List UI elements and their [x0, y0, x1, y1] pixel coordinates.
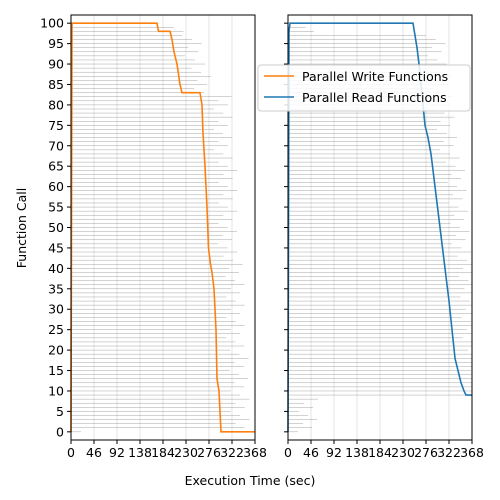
- legend-label-read: Parallel Read Functions: [302, 90, 447, 105]
- y-tick-label: 10: [48, 383, 64, 398]
- left-x-tick-label: 0: [67, 445, 75, 460]
- y-tick-label: 80: [48, 97, 64, 112]
- y-tick-label: 20: [48, 343, 64, 358]
- right-x-tick-label: 368: [460, 445, 484, 460]
- y-tick-label: 85: [48, 77, 64, 92]
- y-tick-label: 50: [48, 220, 64, 235]
- right-series-line: [287, 22, 472, 432]
- left-x-tick-label: 184: [151, 445, 175, 460]
- y-tick-label: 55: [48, 200, 64, 215]
- right-x-tick-label: 92: [326, 445, 342, 460]
- left-x-tick-label: 230: [174, 445, 198, 460]
- right-x-tick-label: 46: [303, 445, 319, 460]
- legend: Parallel Write Functions Parallel Read F…: [257, 64, 471, 112]
- right-x-tick-label: 230: [391, 445, 415, 460]
- left-x-tick-label: 92: [109, 445, 125, 460]
- left-series-line: [70, 22, 255, 433]
- left-x-tick-label: 276: [197, 445, 221, 460]
- y-tick-label: 0: [56, 424, 64, 439]
- x-axis-label: Execution Time (sec): [185, 473, 316, 488]
- left-x-tick-label: 322: [220, 445, 244, 460]
- left-x-tick-label: 138: [128, 445, 152, 460]
- right-x-tick-label: 276: [414, 445, 438, 460]
- y-tick-label: 40: [48, 261, 64, 276]
- right-x-tick-label: 0: [284, 445, 292, 460]
- y-tick-label: 45: [48, 240, 64, 255]
- left-x-tick-label: 368: [243, 445, 267, 460]
- y-tick-label: 15: [48, 363, 64, 378]
- legend-label-write: Parallel Write Functions: [302, 69, 448, 84]
- y-tick-label: 25: [48, 322, 64, 337]
- y-tick-label: 30: [48, 302, 64, 317]
- legend-frame: [257, 64, 471, 112]
- right-x-tick-label: 138: [345, 445, 369, 460]
- y-tick-label: 100: [40, 16, 64, 31]
- y-tick-label: 70: [48, 138, 64, 153]
- y-tick-label: 60: [48, 179, 64, 194]
- right-x-tick-label: 322: [437, 445, 461, 460]
- y-tick-label: 5: [56, 404, 64, 419]
- left-x-tick-label: 46: [86, 445, 102, 460]
- right-x-tick-label: 184: [368, 445, 392, 460]
- y-tick-label: 35: [48, 281, 64, 296]
- y-tick-label: 90: [48, 57, 64, 72]
- y-tick-label: 95: [48, 36, 64, 51]
- y-tick-label: 65: [48, 159, 64, 174]
- y-tick-label: 75: [48, 118, 64, 133]
- y-axis-label: Function Call: [14, 188, 29, 268]
- left-panel: 0 46 92 138 184 230 276 322 368 0 5 10 15 20 25 30 35 40 4…: [40, 14, 267, 460]
